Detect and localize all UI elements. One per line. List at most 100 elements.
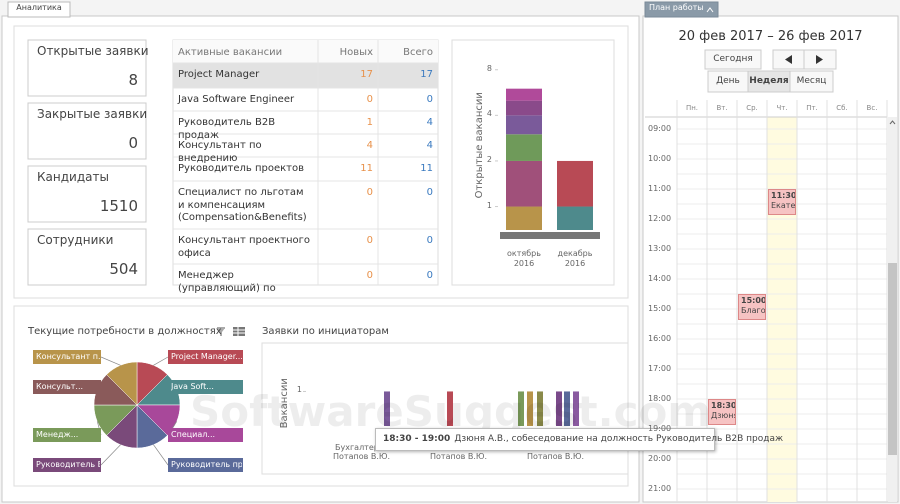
collapse-icon — [706, 7, 714, 13]
table-cell: 0 — [366, 235, 373, 246]
label-box — [168, 458, 243, 472]
bar-segment — [557, 206, 593, 230]
analytics-tab[interactable] — [7, 1, 71, 18]
connector — [100, 356, 121, 366]
bar — [384, 391, 390, 426]
table-cell: 0 — [426, 94, 433, 105]
table-cell: 11 — [360, 163, 373, 174]
pie-label: Руководитель В... — [36, 460, 100, 469]
kpi-label: Открытые заявки — [37, 44, 149, 58]
tab-label[interactable]: Аналитика — [16, 3, 62, 12]
table-cell: 0 — [366, 94, 373, 105]
view-button — [789, 70, 834, 93]
grid-icon-lines — [233, 327, 245, 336]
event-title: Благо — [741, 306, 766, 315]
table-cell: 4 — [426, 117, 433, 128]
pie-label: Консультант п... — [36, 352, 100, 361]
grid-icon[interactable] — [233, 327, 245, 336]
event-time: 11:30 - — [771, 191, 796, 200]
pie-label: Консульт... — [36, 382, 84, 391]
hour-label: 17:00 — [648, 364, 672, 373]
watermark: SoftwareSuggest.com — [190, 387, 712, 436]
y-tick-label: 2 — [486, 154, 492, 164]
pie-label: Руководитель пр... — [171, 460, 242, 469]
x-tick-label: Потапов В.Ю. — [333, 452, 391, 461]
y-tick-label: 1 — [486, 200, 492, 210]
section-title: Заявки по инициаторам — [262, 326, 389, 337]
kpi-value: 0 — [128, 134, 138, 152]
label-box — [168, 428, 243, 442]
bar — [573, 391, 579, 426]
event-time: 15:00 - — [741, 296, 766, 305]
kpi-value: 504 — [109, 260, 138, 278]
hour-label: 21:00 — [648, 484, 672, 493]
hour-label: 11:00 — [648, 184, 672, 193]
bar-segment — [506, 206, 542, 230]
kpi-value: 8 — [128, 71, 138, 89]
view-label[interactable]: Месяц — [796, 76, 827, 86]
label-box — [168, 350, 243, 364]
kpi-card — [27, 228, 147, 286]
label-box — [168, 380, 243, 394]
table-header: Активные вакансии — [178, 47, 283, 58]
table-cell: 1 — [366, 117, 373, 128]
label-box — [33, 380, 101, 394]
tooltip-time: 18:30 - 19:00 — [383, 434, 451, 444]
kpi-card — [27, 165, 147, 223]
scroll-thumb[interactable] — [888, 263, 897, 455]
y-axis-label: Открытые вакансии — [473, 92, 485, 199]
table-header: Новых — [339, 47, 373, 58]
bar — [564, 391, 570, 426]
bar — [447, 391, 453, 426]
bar-segment — [506, 88, 542, 101]
tab-label[interactable]: План работы — [649, 3, 704, 12]
bar-segment — [506, 134, 542, 161]
hour-label: 16:00 — [648, 334, 672, 343]
kpi-label: Сотрудники — [37, 233, 114, 247]
table-cell: Project Manager — [178, 69, 260, 80]
table-cell: 0 — [426, 235, 433, 246]
event[interactable]: 11:30 -Екатер — [768, 189, 796, 215]
event[interactable]: 15:00 -Благо — [738, 294, 766, 320]
table-cell: 4 — [426, 140, 433, 151]
event-title: Дзюня — [711, 411, 736, 420]
pie-label: Java Soft... — [171, 382, 214, 391]
kpi-label: Закрытые заявки — [37, 107, 148, 121]
today-button[interactable] — [704, 49, 762, 70]
prev-arrow — [785, 55, 792, 64]
kpi-card — [27, 102, 147, 160]
table-cell: 0 — [366, 270, 373, 281]
button-label[interactable]: Сегодня — [713, 54, 753, 64]
hour-label: 09:00 — [648, 124, 672, 133]
view-label[interactable]: День — [716, 76, 740, 86]
event-time: 18:30 - — [711, 401, 736, 410]
view-label[interactable]: Неделя — [749, 76, 789, 86]
table-header: Всего — [403, 47, 433, 58]
event[interactable]: 18:30 -Дзюня — [708, 399, 736, 425]
label-box — [33, 350, 101, 364]
table-cell: Java Software Engineer — [178, 94, 295, 105]
bar — [527, 391, 533, 426]
table-cell: 0 — [366, 187, 373, 198]
hour-label: 18:00 — [648, 394, 672, 403]
y-tick-label: 8 — [486, 63, 492, 73]
schedule-tab[interactable] — [644, 1, 719, 18]
table-cell: Специалист по льготам и компенсациям (Co… — [178, 187, 307, 223]
table-cell: 11 — [420, 163, 433, 174]
hour-label: 15:00 — [648, 304, 672, 313]
next-arrow — [816, 55, 823, 64]
table-cell: 17 — [420, 69, 433, 80]
y-tick-label: 1 — [296, 385, 302, 395]
selected-row — [173, 63, 438, 88]
table-cell: Консультант по внедрению — [178, 140, 262, 164]
bar-segment — [506, 100, 542, 116]
scroll-up[interactable] — [889, 120, 896, 125]
hour-label: 19:00 — [648, 424, 672, 433]
x-tick-label: Потапов В.Ю. — [430, 452, 488, 461]
x-tick-label: Потапов В.Ю. — [527, 452, 585, 461]
x-tick-label: декабрь 2016 — [557, 249, 593, 268]
bar — [518, 391, 524, 426]
hour-label: 14:00 — [648, 274, 672, 283]
bar-segment — [506, 115, 542, 135]
